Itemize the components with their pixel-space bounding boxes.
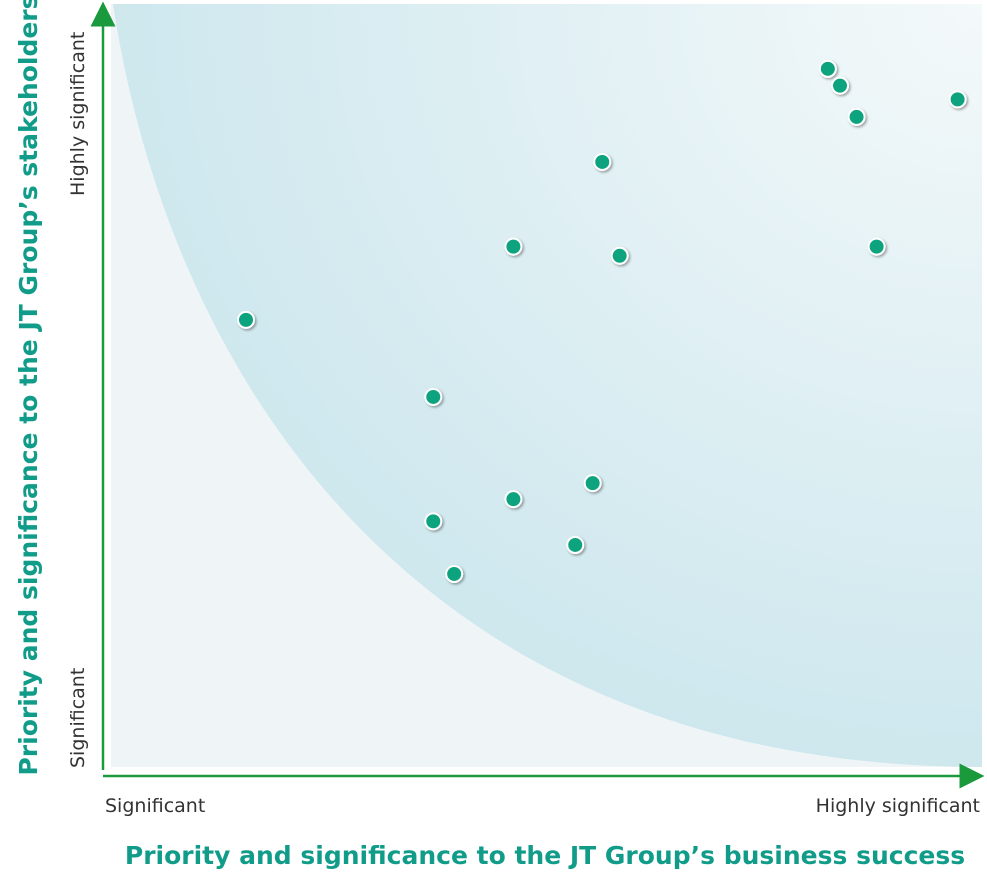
data-point-8: [583, 474, 602, 493]
data-point-4: [445, 564, 464, 583]
x-tick-high: Highly significant: [816, 795, 980, 817]
data-point-7: [566, 535, 585, 554]
data-point-13: [847, 107, 866, 126]
data-point-9: [593, 152, 612, 171]
data-point-1: [237, 310, 256, 329]
data-point-2: [424, 387, 443, 406]
data-point-15: [948, 90, 967, 109]
data-point-12: [831, 76, 850, 95]
data-point-11: [818, 59, 837, 78]
data-point-5: [504, 237, 523, 256]
y-tick-low: Significant: [67, 668, 89, 768]
x-axis-title: Priority and significance to the JT Grou…: [125, 841, 965, 870]
data-point-6: [504, 490, 523, 509]
y-tick-high: Highly significant: [67, 32, 89, 196]
x-tick-low: Significant: [105, 795, 205, 817]
high-significance-region: [113, 4, 982, 767]
data-point-14: [867, 237, 886, 256]
data-point-3: [424, 512, 443, 531]
y-axis-title: Priority and significance to the JT Grou…: [14, 0, 43, 776]
data-point-10: [610, 246, 629, 265]
